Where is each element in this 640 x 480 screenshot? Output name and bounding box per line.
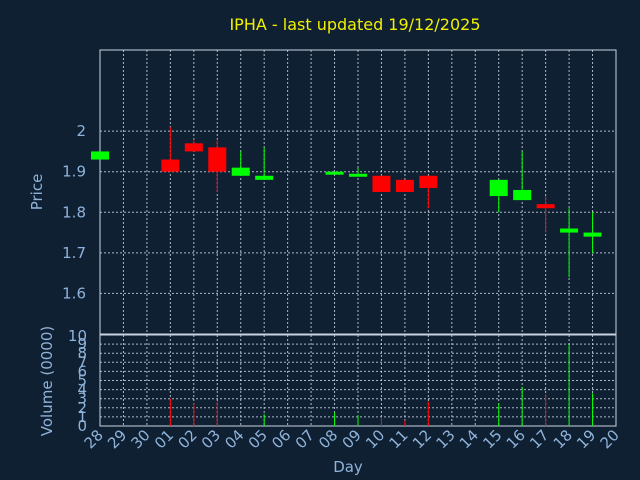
day-tick-label: 08 <box>315 426 341 452</box>
volume-tick-label: 1 <box>77 408 87 426</box>
candle-body <box>489 179 508 197</box>
day-tick-label: 14 <box>456 426 482 452</box>
candle-body <box>231 167 250 176</box>
day-tick-label: 29 <box>104 426 130 452</box>
day-tick-label: 18 <box>550 426 576 452</box>
candle-body <box>536 204 555 209</box>
day-tick-label: 13 <box>432 426 458 452</box>
day-tick-label: 04 <box>221 426 247 452</box>
candle-body <box>325 171 344 175</box>
volume-tick-label: 2 <box>77 399 87 417</box>
volume-tick-label: 3 <box>77 390 87 408</box>
candle-body <box>208 147 227 172</box>
day-tick-label: 12 <box>409 426 435 452</box>
day-tick-label: 10 <box>362 426 388 452</box>
price-tick-label: 2 <box>76 122 86 140</box>
day-tick-label: 07 <box>292 426 318 452</box>
chart-title: IPHA - last updated 19/12/2025 <box>229 15 480 34</box>
price-tick-label: 1.7 <box>62 244 86 262</box>
candle-body <box>583 232 602 237</box>
volume-tick-label: 10 <box>68 327 87 345</box>
candle-body <box>419 175 438 188</box>
volume-tick-label: 8 <box>77 344 87 362</box>
price-tick-label: 1.9 <box>62 163 86 181</box>
candle-body <box>91 151 109 160</box>
volume-axis-label: Volume (0000) <box>38 326 56 436</box>
day-tick-label: 15 <box>479 426 505 452</box>
day-axis-label: Day <box>333 458 363 476</box>
day-tick-label: 05 <box>245 426 271 452</box>
volume-tick-label: 7 <box>77 353 87 371</box>
day-tick-label: 01 <box>151 426 177 452</box>
day-tick-label: 11 <box>386 426 412 452</box>
price-panel-frame <box>99 49 617 335</box>
day-tick-label: 09 <box>339 426 365 452</box>
candle-body <box>255 175 274 180</box>
day-tick-label: 30 <box>128 426 154 452</box>
volume-tick-label: 0 <box>77 417 87 435</box>
candle-body <box>372 175 391 192</box>
volume-tick-label: 6 <box>77 362 87 380</box>
price-tick-label: 1.8 <box>62 203 86 221</box>
volume-tick-label: 4 <box>77 381 87 399</box>
candle-body <box>349 173 367 177</box>
day-tick-label: 03 <box>198 426 224 452</box>
candle-body <box>513 189 532 201</box>
volume-tick-label: 9 <box>77 335 87 353</box>
day-tick-label: 19 <box>573 426 599 452</box>
day-tick-label: 02 <box>174 426 200 452</box>
candle-body <box>161 159 180 172</box>
candle-body <box>560 228 579 233</box>
price-axis-label: Price <box>28 174 46 211</box>
day-tick-label: 16 <box>503 426 529 452</box>
day-tick-label: 20 <box>597 426 623 452</box>
candle-body <box>184 143 203 152</box>
candle-body <box>395 179 414 192</box>
price-tick-label: 1.6 <box>62 284 86 302</box>
volume-tick-label: 5 <box>77 372 87 390</box>
day-tick-label: 17 <box>526 426 552 452</box>
day-tick-label: 06 <box>268 426 294 452</box>
